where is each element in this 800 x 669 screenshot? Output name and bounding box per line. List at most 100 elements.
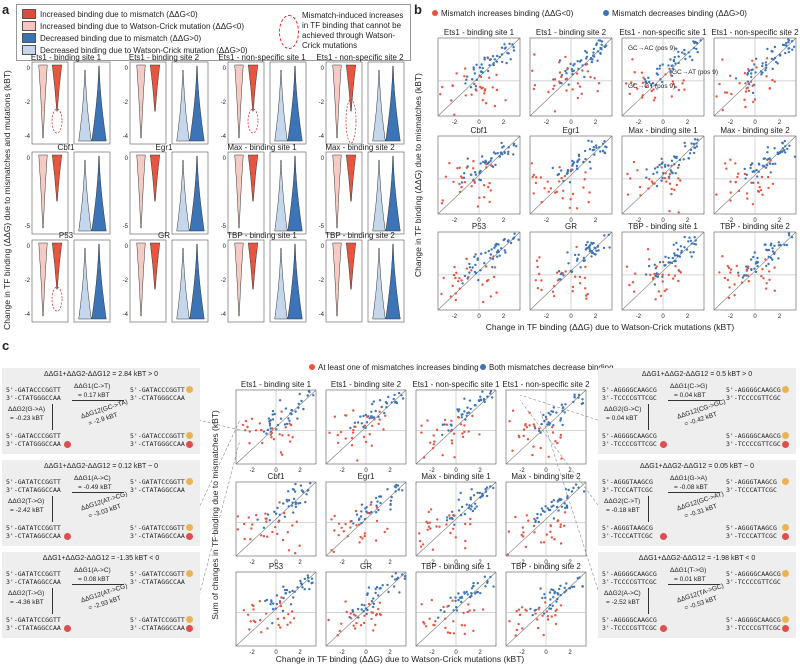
data-point-blue bbox=[472, 584, 475, 588]
data-point-blue bbox=[478, 172, 481, 175]
data-point-blue bbox=[375, 586, 379, 589]
data-point-blue bbox=[450, 510, 454, 513]
data-point-red bbox=[514, 515, 517, 519]
data-point-blue bbox=[568, 587, 571, 590]
tick-label: 2 bbox=[478, 560, 482, 566]
data-point-blue bbox=[605, 146, 608, 149]
data-point-blue bbox=[534, 427, 537, 430]
data-point-blue bbox=[494, 243, 497, 247]
data-point-red bbox=[768, 270, 771, 273]
data-point-blue bbox=[469, 496, 472, 499]
mismatch-marker bbox=[782, 432, 789, 439]
data-point-red bbox=[744, 90, 748, 93]
data-point-red bbox=[464, 67, 467, 70]
data-point-red bbox=[562, 189, 565, 192]
data-point-red bbox=[628, 92, 631, 96]
sequence-top: 5'-GATATCCGGTT bbox=[130, 570, 185, 578]
data-point-blue bbox=[764, 61, 768, 64]
violin bbox=[287, 65, 303, 142]
sequence-top: 5'-GATATCCGGTT bbox=[130, 616, 185, 624]
data-point-red bbox=[521, 627, 524, 630]
data-point-red bbox=[488, 200, 491, 204]
data-point-blue bbox=[479, 592, 482, 595]
data-point-red bbox=[638, 185, 642, 189]
data-point-red bbox=[524, 422, 527, 426]
data-point-red bbox=[264, 512, 267, 515]
data-point-blue bbox=[673, 163, 676, 166]
sequence-top: 5'-AGGGGCAAGCG bbox=[726, 386, 781, 394]
data-point-blue bbox=[491, 266, 494, 269]
data-point-blue bbox=[546, 507, 549, 510]
data-point-red bbox=[346, 535, 349, 538]
chart-title: P53 bbox=[59, 231, 74, 240]
diagonal-line bbox=[437, 135, 521, 215]
chart-title: Cbf1 bbox=[268, 472, 285, 481]
data-point-red bbox=[370, 444, 373, 447]
chart-title: GR bbox=[565, 222, 577, 231]
ddg2-label: ΔΔG2(A->C) bbox=[604, 590, 641, 597]
data-point-blue bbox=[766, 47, 769, 51]
data-point-blue bbox=[546, 423, 549, 426]
data-point-blue bbox=[667, 164, 670, 167]
data-point-red bbox=[588, 191, 591, 194]
data-point-blue bbox=[299, 579, 302, 583]
data-point-red bbox=[491, 86, 494, 89]
data-point-blue bbox=[552, 499, 555, 502]
data-point-red bbox=[244, 419, 248, 423]
data-point-red bbox=[559, 525, 562, 529]
data-point-blue bbox=[294, 502, 297, 506]
data-point-blue bbox=[576, 60, 579, 63]
data-point-blue bbox=[598, 146, 601, 149]
data-point-blue bbox=[291, 589, 294, 593]
data-point-blue bbox=[352, 522, 355, 525]
data-point-blue bbox=[481, 66, 484, 70]
data-point-blue bbox=[287, 417, 290, 420]
tick-label: 0 bbox=[454, 560, 458, 566]
data-point-red bbox=[585, 62, 589, 66]
data-point-red bbox=[236, 528, 239, 531]
data-point-blue bbox=[500, 141, 503, 145]
plot-frame bbox=[129, 61, 167, 145]
data-point-blue bbox=[489, 253, 493, 256]
data-point-blue bbox=[687, 240, 690, 243]
data-point-red bbox=[478, 433, 481, 436]
data-point-blue bbox=[502, 145, 505, 148]
data-point-red bbox=[515, 628, 519, 632]
data-point-blue bbox=[643, 78, 647, 81]
legend-dot-blue bbox=[603, 10, 609, 16]
data-point-red bbox=[287, 613, 290, 616]
data-point-blue bbox=[656, 275, 660, 278]
data-point-blue bbox=[466, 75, 469, 78]
data-point-blue bbox=[547, 411, 550, 415]
data-point-red bbox=[461, 435, 465, 439]
data-point-blue bbox=[362, 610, 365, 613]
ddg2-value: = -0.18 kBT bbox=[606, 507, 640, 514]
data-point-red bbox=[243, 537, 246, 541]
violin bbox=[247, 242, 259, 290]
data-point-blue bbox=[734, 77, 738, 80]
tick-label: 2 bbox=[686, 218, 690, 224]
data-point-blue bbox=[539, 431, 542, 434]
tick-label: -2 bbox=[728, 218, 734, 224]
data-point-blue bbox=[597, 249, 600, 252]
data-point-blue bbox=[647, 76, 650, 80]
data-point-red bbox=[495, 73, 498, 77]
data-point-blue bbox=[667, 256, 670, 260]
data-point-blue bbox=[398, 391, 401, 395]
data-point-red bbox=[650, 180, 654, 183]
data-point-blue bbox=[560, 498, 563, 501]
sequence-bottom: 3'-TCCCATTCGC bbox=[602, 486, 653, 494]
panel-a-violins: Change in TF binding (ΔΔG) due to mismat… bbox=[2, 53, 405, 330]
mismatch-marker bbox=[782, 524, 789, 531]
data-point-blue bbox=[273, 510, 276, 513]
data-point-red bbox=[551, 290, 555, 293]
tick-label: 0 bbox=[364, 560, 368, 566]
data-point-blue bbox=[577, 154, 581, 158]
data-point-blue bbox=[473, 255, 476, 258]
data-point-blue bbox=[746, 72, 749, 75]
data-point-red bbox=[652, 88, 655, 91]
data-point-red bbox=[336, 441, 340, 445]
data-point-red bbox=[458, 182, 461, 186]
data-point-blue bbox=[471, 78, 474, 81]
data-point-blue bbox=[572, 64, 575, 67]
